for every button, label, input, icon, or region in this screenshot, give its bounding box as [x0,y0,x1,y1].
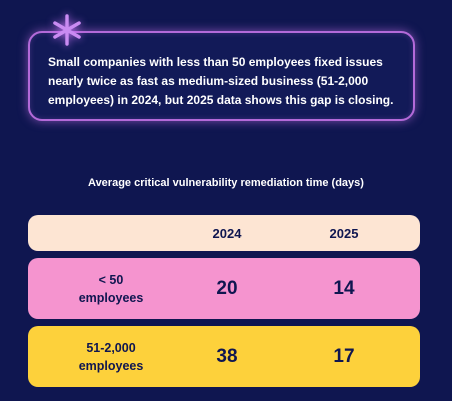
value-2025: 14 [333,277,355,299]
table-row-small-companies: < 50 employees 20 14 [28,258,420,319]
summary-callout: Small companies with less than 50 employ… [28,31,415,121]
value-2025: 17 [333,345,355,367]
value-2024: 20 [216,277,238,299]
row-label-line2: employees [78,290,144,305]
header-label-cell [28,215,194,251]
row-label-line1: < 50 [98,272,124,287]
header-2024: 2024 [212,225,242,241]
table-title: Average critical vulnerability remediati… [88,177,364,189]
asterisk-icon [53,14,81,46]
summary-text: Small companies with less than 50 employ… [48,55,394,107]
row-label: < 50 employees [28,258,194,319]
row-label-line2: employees [78,358,144,373]
value-2024: 38 [216,345,238,367]
table-row-medium-companies: 51-2,000 employees 38 17 [28,326,420,387]
table-header-row: 2024 2025 [28,215,420,251]
row-label-line1: 51-2,000 [86,340,136,355]
header-2025: 2025 [329,225,359,241]
row-label: 51-2,000 employees [28,326,194,387]
